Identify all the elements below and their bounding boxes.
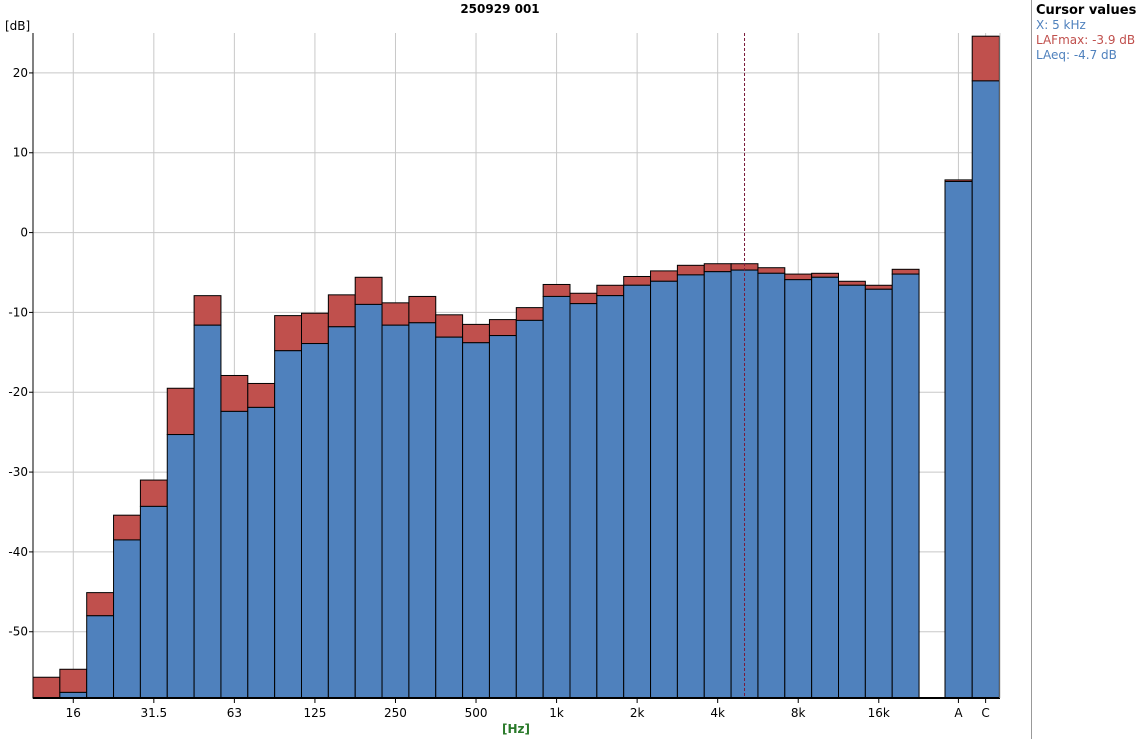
- y-tick-label: -50: [8, 625, 28, 639]
- cursor-values-panel: Cursor values X: 5 kHz LAFmax: -3.9 dB L…: [1031, 0, 1137, 739]
- bar-laeq-200: [354, 303, 383, 699]
- bar-lafmax-160: [327, 294, 356, 328]
- x-tick-label: 2k: [630, 706, 645, 720]
- x-tick-label: 500: [465, 706, 488, 720]
- bar-laeq-8k: [784, 279, 813, 699]
- bar-laeq-C: [971, 80, 1000, 699]
- chart-title: 250929 001: [460, 2, 539, 16]
- bar-lafmax-16k: [864, 284, 893, 290]
- bar-laeq-800: [515, 319, 544, 699]
- spectrum-chart[interactable]: 250929 001 [dB] [Hz] 20 10 0 -10 -20 -30 -40 -5…: [0, 0, 1031, 739]
- x-tick-label: 16k: [868, 706, 890, 720]
- bar-lafmax-12.5: [32, 676, 61, 699]
- bar-lafmax-125: [301, 312, 329, 345]
- x-tick-label: 250: [384, 706, 407, 720]
- bar-lafmax-50: [193, 295, 222, 326]
- bar-laeq-25: [113, 539, 141, 699]
- bar-laeq-6.3k: [757, 272, 786, 699]
- bar-lafmax-20: [86, 592, 115, 617]
- bar-lafmax-250: [381, 302, 410, 326]
- bar-laeq-10k: [811, 276, 840, 699]
- bar-laeq-1.25k: [569, 303, 598, 699]
- bar-lafmax-500: [462, 323, 490, 344]
- bar-lafmax-630: [488, 319, 517, 337]
- x-tick-label: C: [981, 706, 989, 720]
- x-tick-label: 63: [227, 706, 242, 720]
- bar-laeq-31.5: [139, 505, 168, 699]
- bar-lafmax-6.3k: [757, 267, 786, 274]
- bar-lafmax-200: [354, 276, 383, 305]
- y-tick-label: 0: [20, 226, 28, 240]
- bar-laeq-80: [247, 406, 276, 699]
- bar-lafmax-16: [59, 668, 88, 693]
- bar-laeq-400: [435, 336, 464, 699]
- cursor-lafmax-value: LAFmax: -3.9 dB: [1036, 33, 1136, 47]
- bar-laeq-2k: [623, 284, 652, 699]
- bar-laeq-A: [944, 180, 973, 699]
- bar-lafmax-1.6k: [596, 284, 625, 297]
- bar-lafmax-C: [971, 35, 1000, 82]
- cursor-laeq-value: LAeq: -4.7 dB: [1036, 48, 1117, 62]
- bar-laeq-20: [86, 615, 115, 699]
- bar-laeq-50: [193, 324, 222, 699]
- x-tick-label: 31.5: [140, 706, 167, 720]
- bar-lafmax-12.5k: [838, 280, 866, 286]
- bar-lafmax-10k: [811, 272, 840, 278]
- bar-laeq-100: [274, 350, 302, 699]
- bar-lafmax-80: [247, 382, 276, 408]
- y-tick-label: 10: [13, 146, 28, 160]
- bar-lafmax-2k: [623, 275, 652, 286]
- x-tick-label: 8k: [791, 706, 806, 720]
- bar-lafmax-2.5k: [650, 270, 678, 282]
- bar-laeq-1.6k: [596, 295, 625, 699]
- bar-laeq-125: [301, 343, 329, 699]
- bar-laeq-63: [220, 410, 249, 699]
- y-tick-label: -10: [8, 305, 28, 319]
- x-tick-label: 1k: [549, 706, 564, 720]
- bar-lafmax-20k: [891, 268, 920, 275]
- bar-lafmax-4k: [703, 263, 732, 273]
- bar-lafmax-1.25k: [569, 292, 598, 305]
- bar-laeq-3.15k: [676, 274, 705, 699]
- bar-lafmax-3.15k: [676, 264, 705, 276]
- bar-lafmax-8k: [784, 273, 813, 281]
- x-tick-label: 125: [303, 706, 326, 720]
- bar-lafmax-25: [113, 514, 141, 541]
- bar-laeq-4k: [703, 271, 732, 699]
- y-tick-label: -20: [8, 385, 28, 399]
- bar-laeq-20k: [891, 273, 920, 699]
- bar-laeq-250: [381, 324, 410, 699]
- y-tick-label: -30: [8, 465, 28, 479]
- bar-laeq-16k: [864, 288, 893, 699]
- bar-laeq-160: [327, 326, 356, 699]
- bar-lafmax-31.5: [139, 479, 168, 507]
- y-tick-label: 20: [13, 66, 28, 80]
- bar-lafmax-100: [274, 315, 302, 352]
- bar-laeq-12.5k: [838, 284, 866, 699]
- bar-laeq-500: [462, 342, 490, 699]
- bar-laeq-315: [408, 322, 437, 699]
- bar-lafmax-400: [435, 314, 464, 338]
- bar-lafmax-1k: [542, 283, 571, 297]
- x-axis-label: [Hz]: [502, 722, 530, 736]
- bar-lafmax-63: [220, 374, 249, 412]
- x-tick-label: A: [954, 706, 963, 720]
- x-tick-label: 16: [66, 706, 81, 720]
- bar-laeq-40: [166, 434, 195, 699]
- y-tick-label: -40: [8, 545, 28, 559]
- x-tick-label: 4k: [710, 706, 725, 720]
- cursor-values-title: Cursor values: [1036, 3, 1137, 18]
- bar-lafmax-40: [166, 387, 195, 436]
- bar-lafmax-315: [408, 295, 437, 324]
- bar-lafmax-800: [515, 307, 544, 321]
- bar-laeq-630: [488, 335, 517, 699]
- y-axis-label: [dB]: [5, 19, 30, 33]
- bar-laeq-2.5k: [650, 280, 678, 699]
- cursor-x-value: X: 5 kHz: [1036, 18, 1086, 32]
- bar-laeq-1k: [542, 295, 571, 699]
